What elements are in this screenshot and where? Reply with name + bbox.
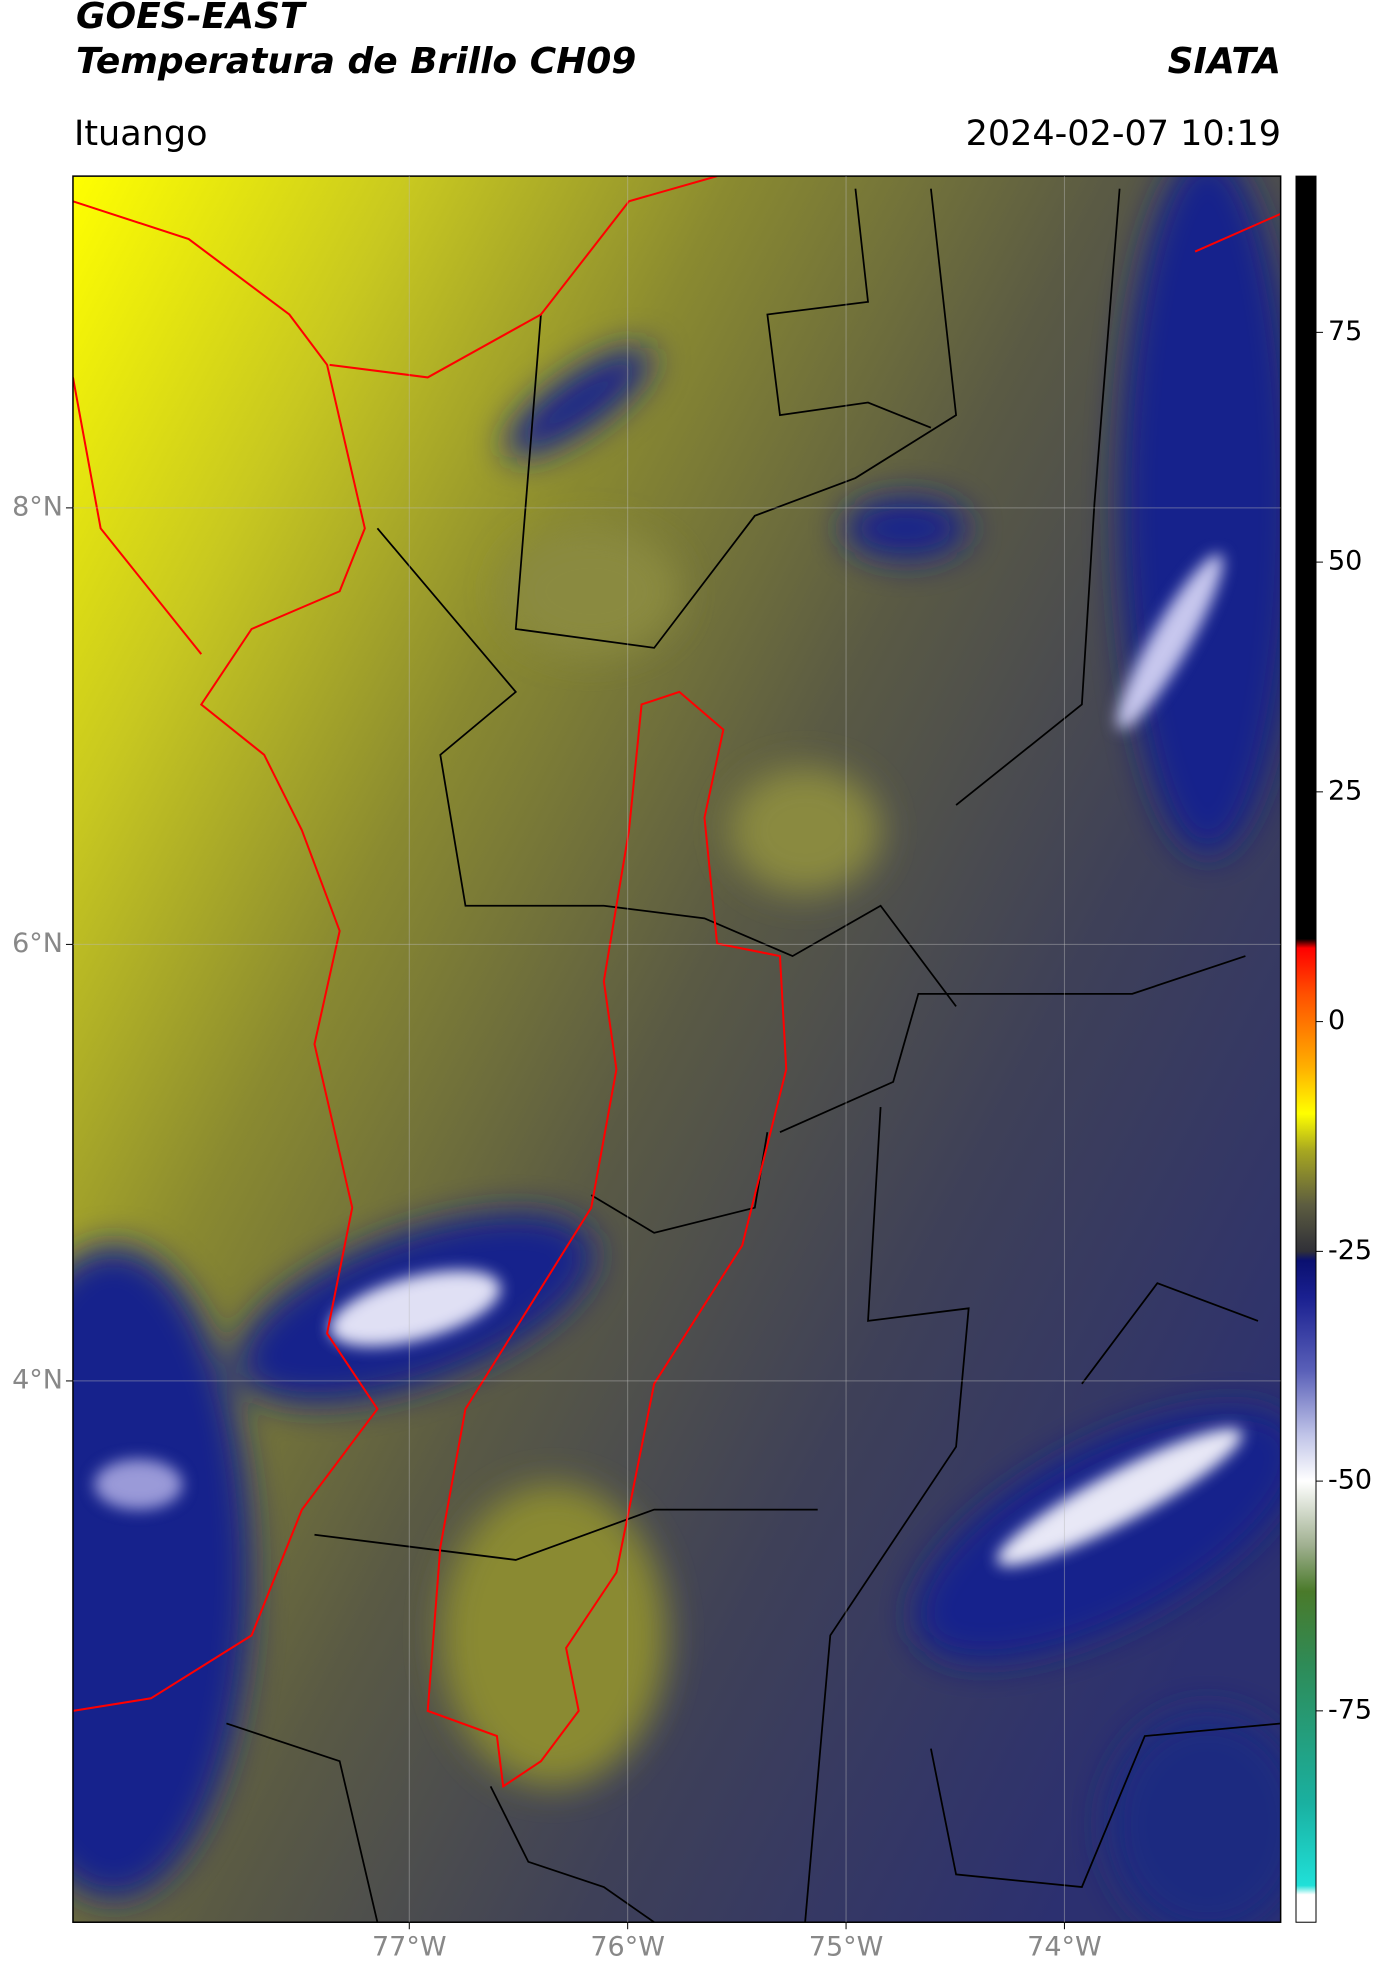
colorbar [1295, 175, 1317, 1923]
colorbar-tick-label: 50 [1328, 546, 1362, 577]
lat-tick-label: 8°N [12, 491, 63, 522]
colorbar-tick-label: -50 [1328, 1465, 1372, 1496]
lon-tick-label: 74°W [1027, 1932, 1102, 1963]
lon-tick-label: 76°W [590, 1932, 665, 1963]
map-field [72, 176, 1281, 1923]
cloud-field [72, 176, 1281, 1923]
colorbar-tick-label: -25 [1328, 1235, 1372, 1266]
lat-tick-label: 4°N [12, 1364, 63, 1395]
map [72, 175, 1282, 1923]
location: Ituango [74, 114, 208, 154]
title: GOES-EAST [76, 0, 307, 37]
coastline-borders [72, 176, 1281, 1789]
colorbar-tick-label: -75 [1328, 1694, 1372, 1725]
lon-tick-label: 77°W [372, 1932, 447, 1963]
colorbar-tick-label: 25 [1328, 775, 1362, 806]
department-borders [226, 188, 1281, 1923]
lat-tick-label: 6°N [12, 928, 63, 959]
colorbar-tick-label: 0 [1328, 1005, 1345, 1036]
subtitle: Temperatura de Brillo CH09 [76, 41, 636, 82]
cold-tops [94, 553, 1243, 1566]
brand: SIATA [1168, 41, 1281, 82]
map-frame [72, 175, 1282, 1923]
lon-tick-label: 75°W [809, 1932, 884, 1963]
colorbar-tick-label: 75 [1328, 316, 1362, 347]
datetime: 2024-02-07 10:19 [966, 114, 1281, 154]
